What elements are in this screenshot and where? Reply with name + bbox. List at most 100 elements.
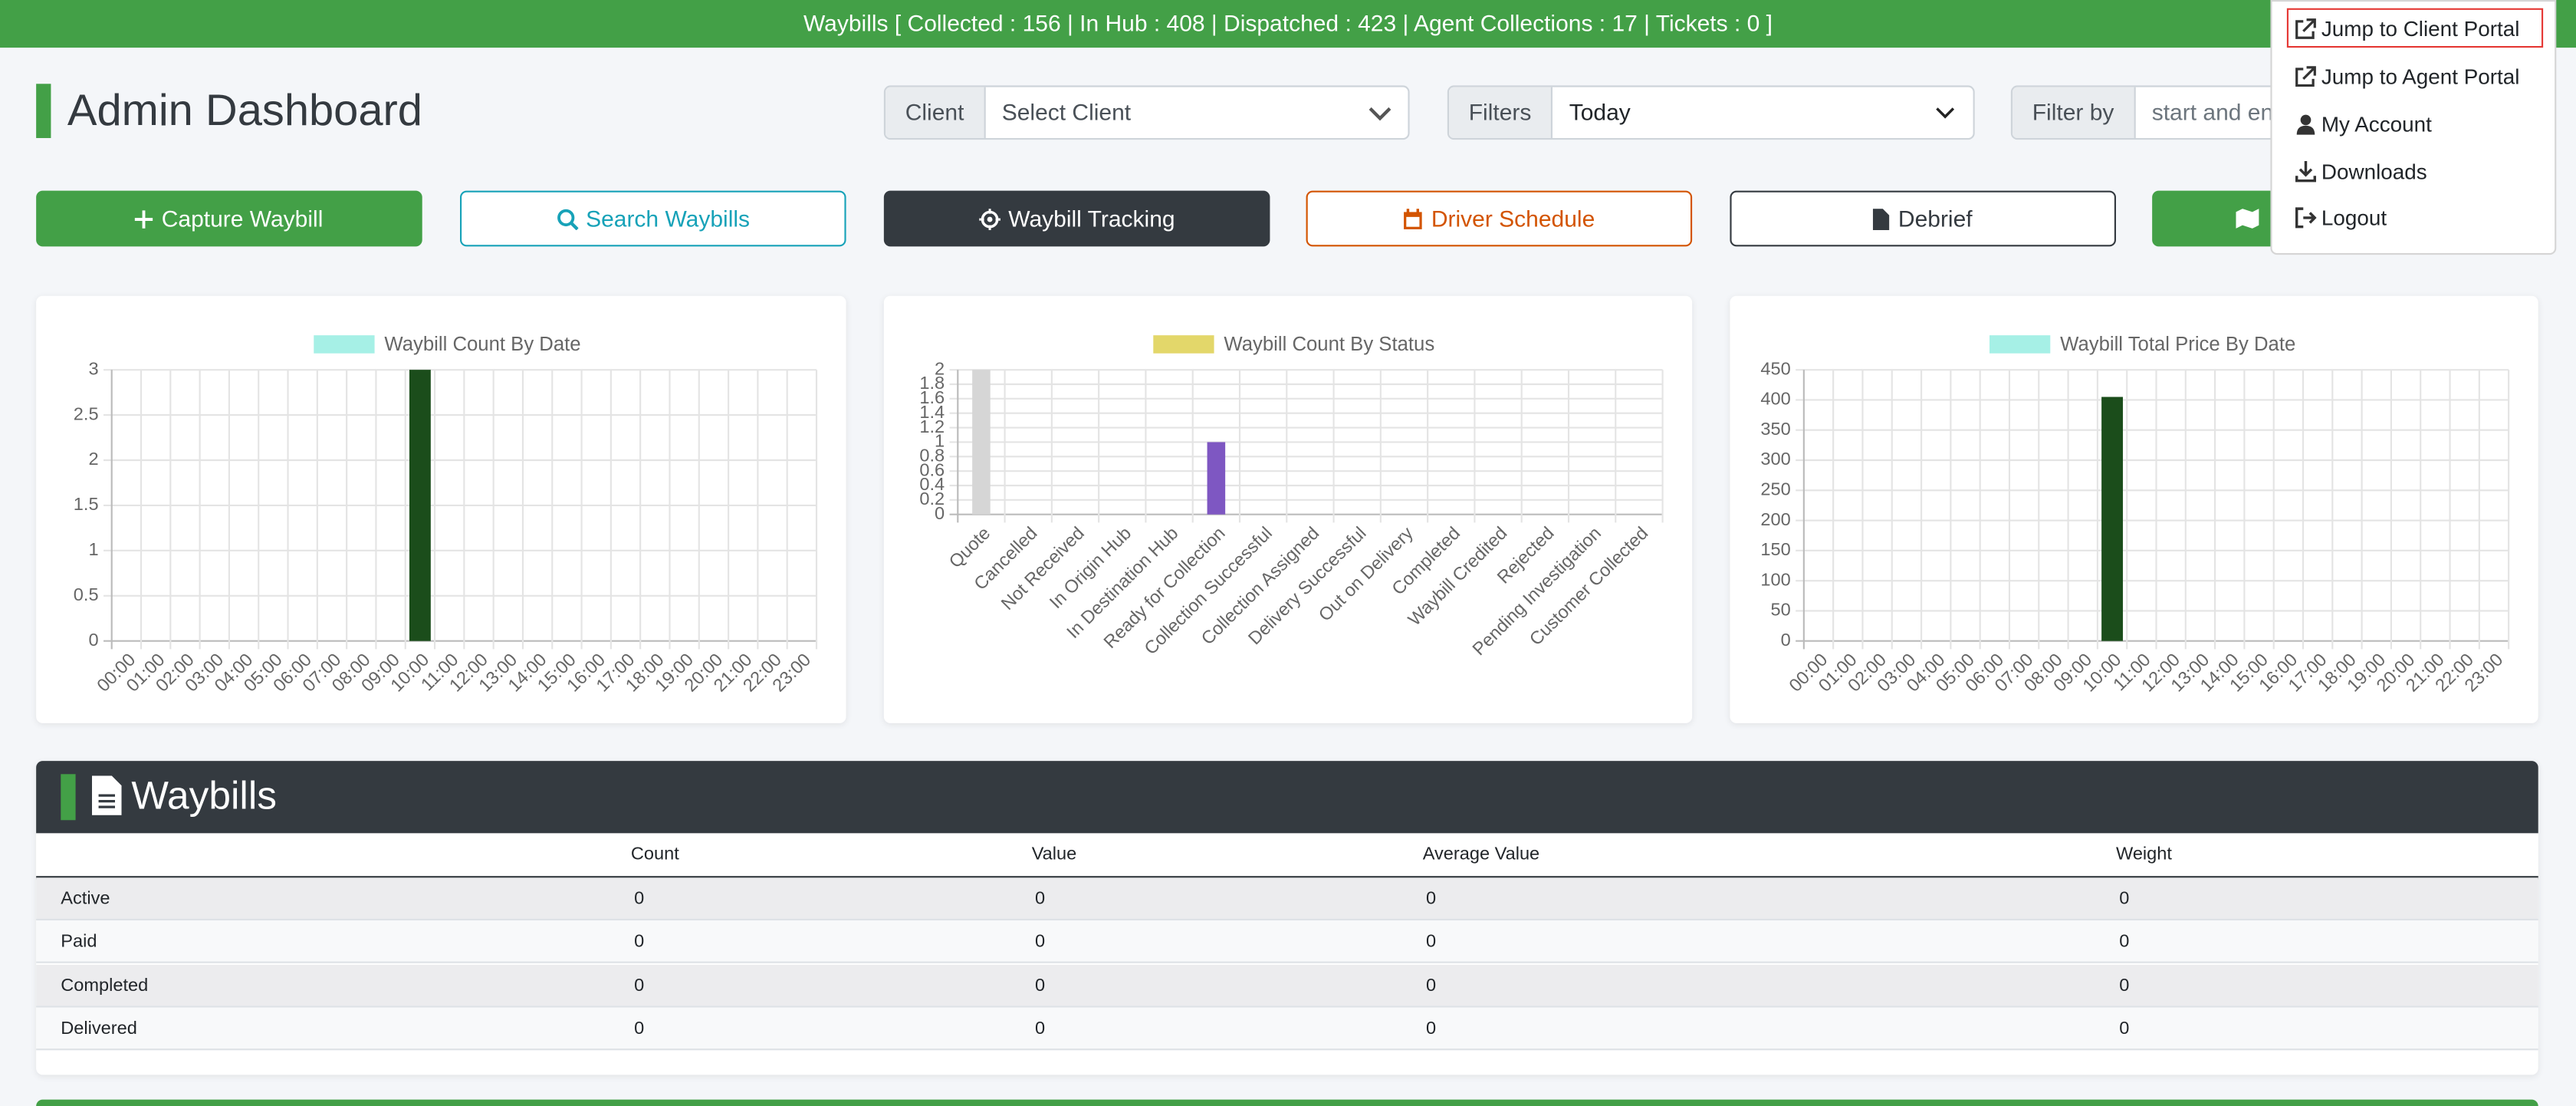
file-icon — [1873, 208, 1891, 229]
row-label: Active — [61, 889, 110, 909]
y-tick-label: 250 — [1760, 479, 1790, 499]
search-icon — [557, 208, 578, 229]
y-tick-label: 0.6 — [919, 459, 945, 479]
bar — [2101, 397, 2123, 641]
menu-item[interactable]: Jump to Agent Portal — [2295, 59, 2520, 92]
table-row — [36, 920, 2538, 964]
y-tick-label: 300 — [1760, 449, 1790, 469]
file-icon — [92, 775, 122, 815]
row-label: Paid — [61, 932, 97, 953]
y-tick-label: 3 — [88, 358, 98, 378]
search-waybills-button[interactable]: Search Waybills — [460, 190, 846, 247]
client-placeholder: Select Client — [985, 87, 1408, 138]
y-tick-label: 0.8 — [919, 446, 945, 466]
table-cell: 0 — [2119, 889, 2130, 909]
crosshair-icon — [978, 208, 1001, 229]
menu-label: Jump to Agent Portal — [2321, 63, 2520, 88]
bar — [409, 370, 431, 641]
menu-label: My Account — [2321, 110, 2432, 136]
row-label: Delivered — [61, 1019, 137, 1039]
driver-schedule-button[interactable]: Driver Schedule — [1306, 190, 1693, 247]
title-accent — [36, 84, 51, 138]
column-header: Value — [1031, 844, 1077, 865]
menu-icon — [2296, 114, 2315, 134]
y-tick-label: 400 — [1760, 389, 1790, 409]
table-cell: 0 — [2119, 932, 2130, 953]
table-row — [36, 963, 2538, 1007]
table-cell: 0 — [1426, 932, 1437, 953]
row-label: Completed — [61, 975, 149, 996]
legend-label: Waybill Total Price By Date — [2060, 334, 2295, 355]
menu-label: Logout — [2321, 204, 2387, 229]
y-tick-label: 1.6 — [919, 387, 945, 407]
user-dropdown-menu — [2270, 0, 2557, 255]
header-accent — [61, 774, 76, 821]
legend-swatch — [1990, 335, 2051, 354]
y-tick-label: 200 — [1760, 509, 1790, 529]
y-tick-label: 1.5 — [74, 494, 99, 514]
y-tick-label: 2.5 — [74, 403, 99, 423]
y-tick-label: 150 — [1760, 539, 1790, 559]
table-cell: 0 — [1426, 1019, 1437, 1039]
button-label: Waybill Tracking — [1008, 205, 1175, 232]
legend-swatch — [1153, 335, 1214, 354]
client-text: Select Client — [1001, 98, 1132, 125]
debrief-button[interactable]: Debrief — [1730, 190, 2116, 247]
capture-waybill-button[interactable]: Capture Waybill — [36, 190, 422, 247]
client-select[interactable]: Client Select Client — [883, 85, 1410, 140]
y-tick-label: 2 — [935, 358, 945, 378]
menu-label: Jump to Client Portal — [2321, 15, 2520, 41]
y-tick-label: 0.5 — [74, 584, 99, 604]
page-title: Admin Dashboard — [67, 85, 422, 135]
chevron — [1936, 107, 1955, 119]
legend-swatch — [314, 335, 375, 354]
y-tick-label: 0.2 — [919, 489, 945, 509]
table-cell: 0 — [1035, 975, 1046, 996]
menu-item[interactable]: Jump to Client Portal — [2295, 12, 2520, 44]
menu-item[interactable]: My Account — [2295, 107, 2432, 140]
chart-card — [883, 295, 1693, 723]
button-label: Debrief — [1898, 205, 1973, 232]
table-cell: 0 — [634, 932, 645, 953]
y-tick-label: 1.2 — [919, 416, 945, 436]
column-header: Weight — [2116, 844, 2172, 865]
y-tick-label: 1.4 — [919, 402, 945, 422]
waybill-tracking-button[interactable]: Waybill Tracking — [883, 190, 1270, 247]
menu-icon — [2295, 206, 2317, 228]
filters-label: Filters — [1449, 87, 1553, 138]
menu-icon — [2295, 18, 2316, 38]
table-cell: 0 — [1426, 975, 1437, 996]
y-tick-label: 2 — [88, 449, 98, 469]
plus-icon — [135, 209, 154, 228]
table-cell: 0 — [1426, 889, 1437, 909]
table-cell: 0 — [1035, 932, 1046, 953]
column-header: Count — [630, 844, 679, 865]
waybills-title: Waybills — [131, 774, 277, 819]
table-row — [36, 1007, 2538, 1051]
filters-value: Today — [1569, 98, 1631, 125]
menu-icon — [2295, 160, 2316, 182]
table-cell: 0 — [2119, 1019, 2130, 1039]
y-tick-label: 100 — [1760, 569, 1790, 589]
button-label: Driver Schedule — [1431, 205, 1595, 232]
filter-by-label: Filter by — [2013, 87, 2136, 138]
table-row — [36, 877, 2538, 920]
calendar-icon — [1404, 208, 1423, 229]
y-tick-label: 0.4 — [919, 474, 945, 494]
filters-select[interactable]: Filters Today — [1447, 85, 1975, 140]
table-cell: 0 — [1035, 1019, 1046, 1039]
waybills-header: Waybills — [36, 761, 2538, 834]
top-status-bar: Waybills [ Collected : 156 | In Hub : 40… — [0, 0, 2576, 48]
y-tick-label: 0 — [88, 630, 98, 650]
legend-label: Waybill Count By Date — [384, 334, 580, 355]
client-label: Client — [886, 87, 986, 138]
menu-item[interactable]: Logout — [2295, 200, 2387, 233]
bar — [1207, 442, 1226, 515]
menu-item[interactable]: Downloads — [2295, 154, 2427, 187]
bar — [972, 370, 991, 515]
button-label: Capture Waybill — [161, 205, 324, 232]
table-cell: 0 — [2119, 975, 2130, 996]
column-header: Average Value — [1422, 844, 1540, 865]
